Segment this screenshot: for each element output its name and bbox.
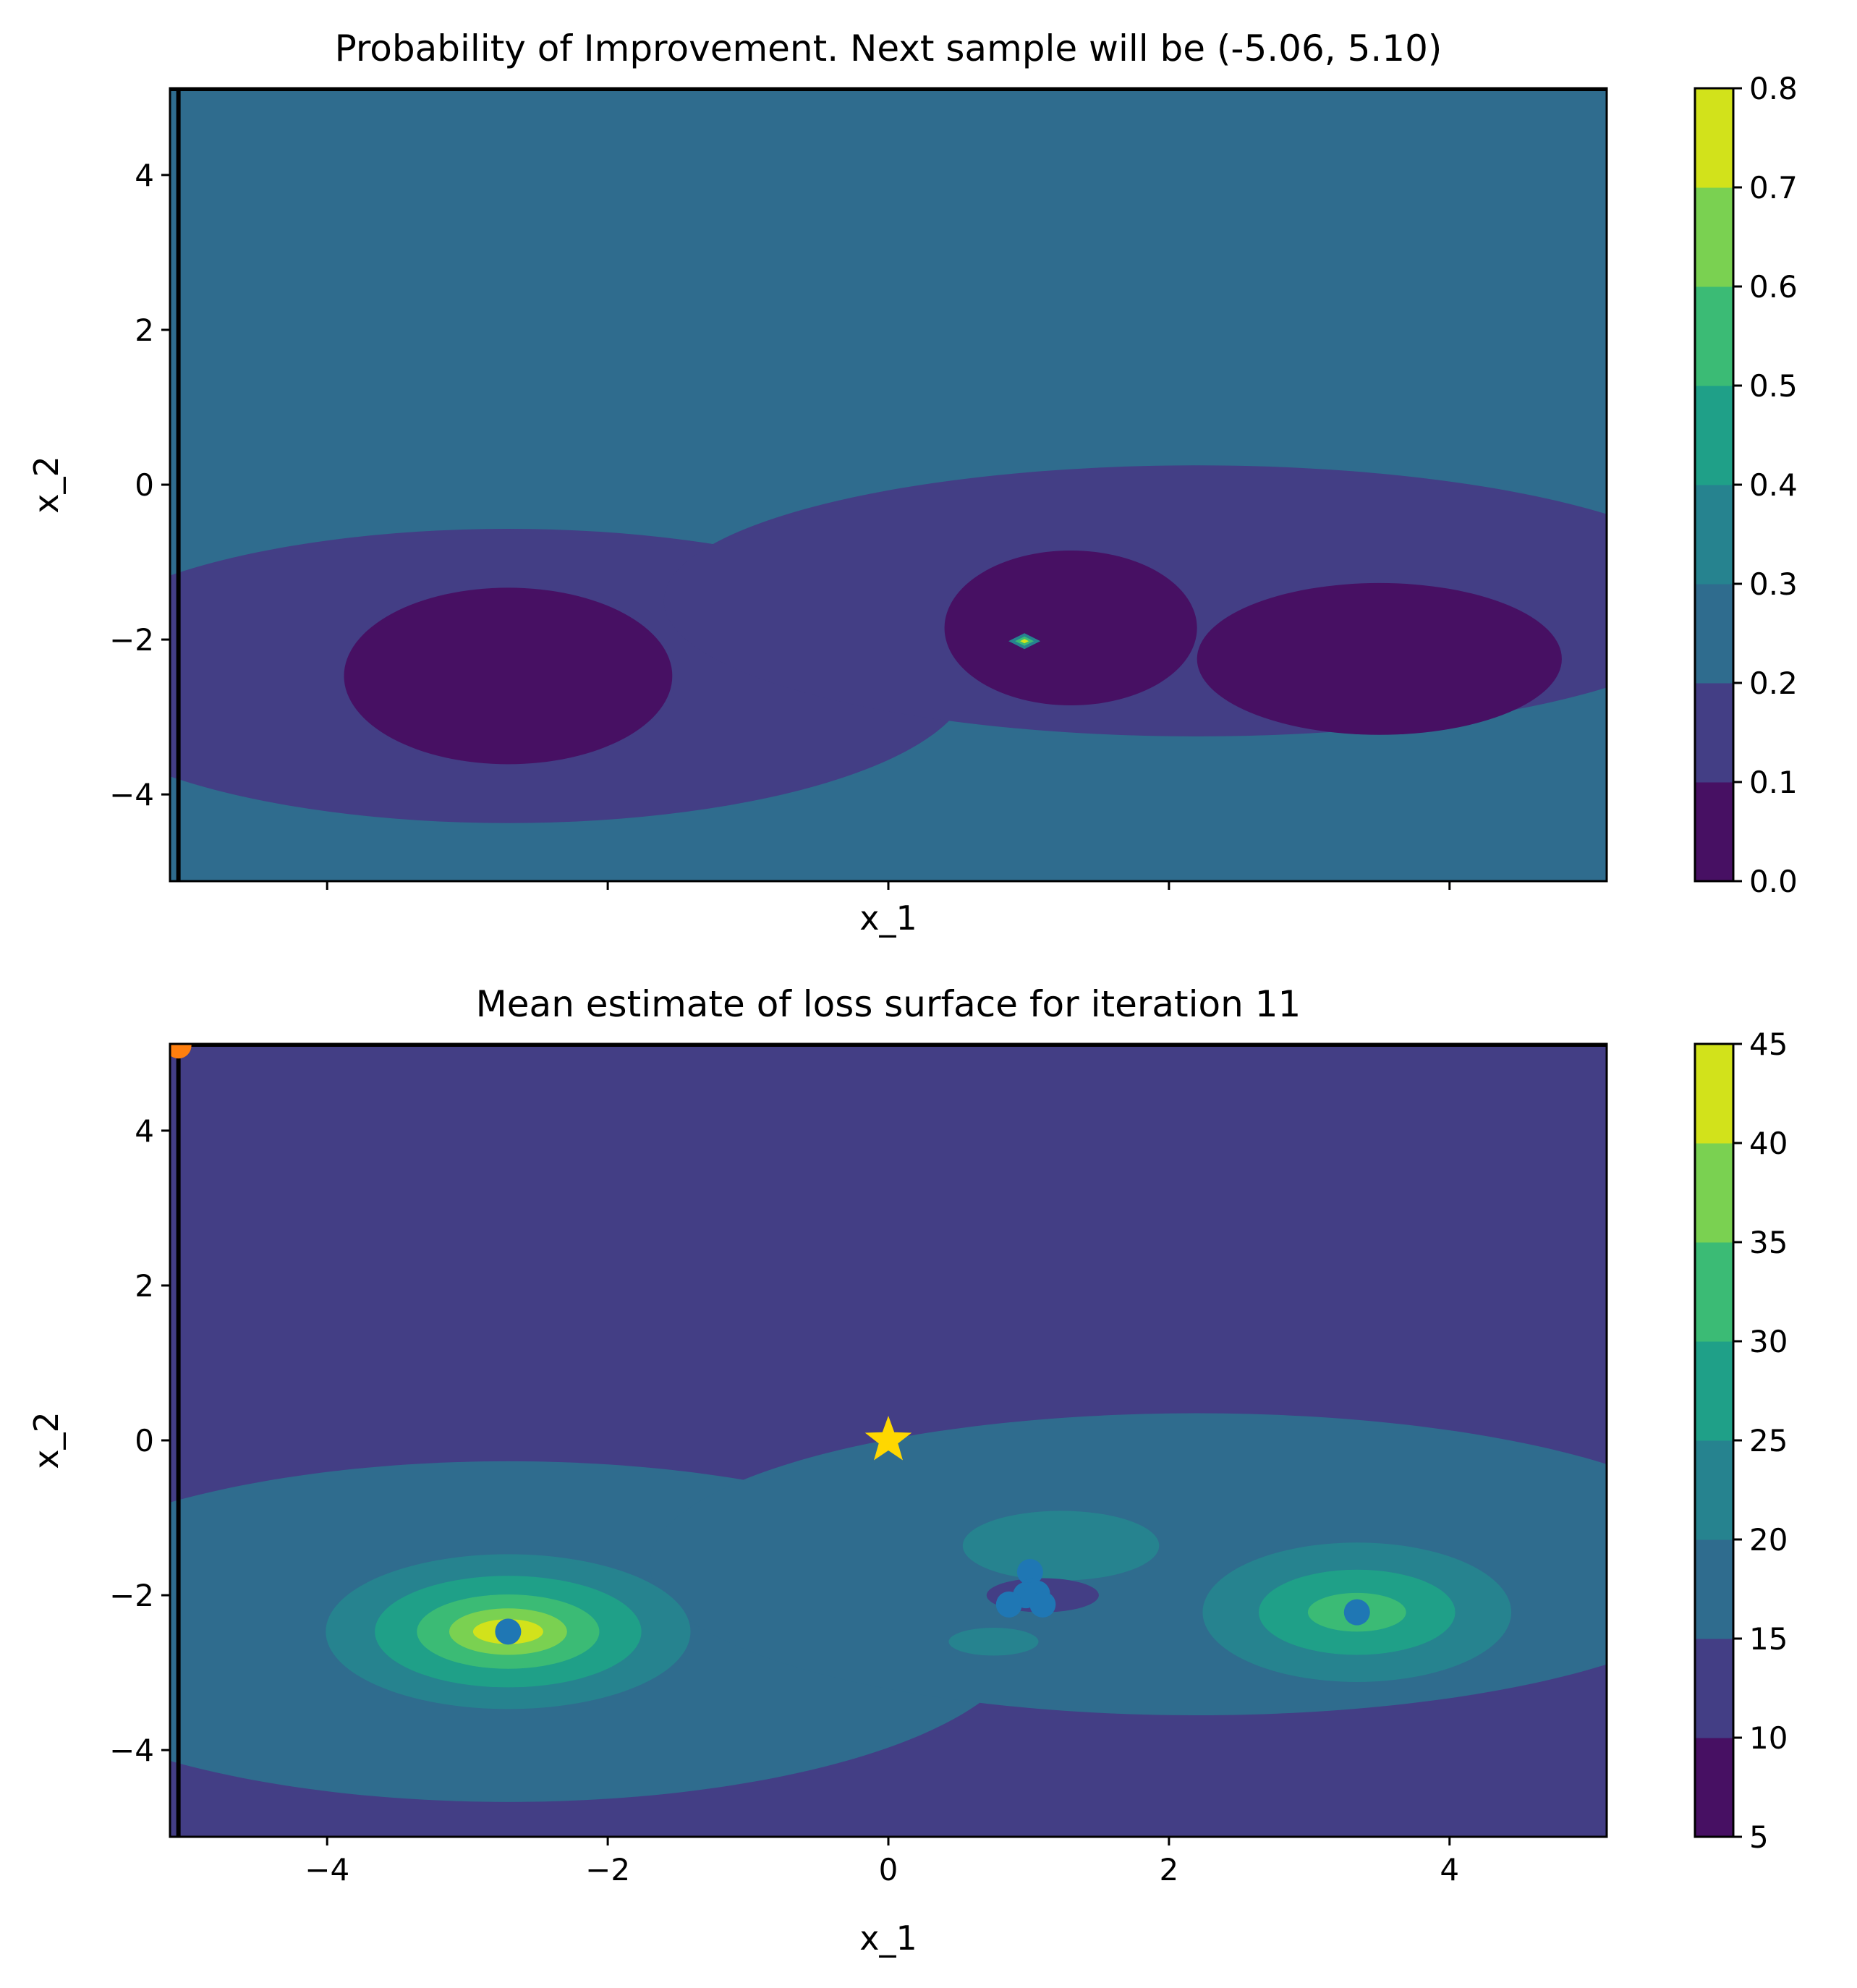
overlay-layer xyxy=(170,1044,1607,1837)
colorbar-tick-label: 0.5 xyxy=(1749,368,1798,404)
colorbar-segment xyxy=(1695,1341,1733,1441)
y-tick-label: −2 xyxy=(109,622,154,658)
colorbar-segment xyxy=(1695,782,1733,882)
left-basin-inner xyxy=(344,587,673,765)
y-tick-label: −4 xyxy=(109,1733,154,1768)
colorbar-tick-label: 0.8 xyxy=(1749,71,1798,106)
next-sample-point xyxy=(170,1044,192,1059)
colorbar-segment xyxy=(1695,1242,1733,1342)
y-tick-label: −2 xyxy=(109,1578,154,1613)
x-axis-label: x_1 xyxy=(859,899,917,938)
y-tick-label: 2 xyxy=(135,313,154,348)
contour-fill xyxy=(170,88,1607,881)
y-axis-label: x_2 xyxy=(27,456,66,514)
colorbar-tick-label: 40 xyxy=(1749,1126,1788,1161)
colorbar: 5 10 15 20 25 30 35 40 45 xyxy=(1694,1027,1788,1855)
y-tick-label: 0 xyxy=(135,467,154,503)
x-tick-label: 0 xyxy=(879,1852,898,1887)
sampled-point xyxy=(495,1618,522,1645)
colorbar-tick-label: 45 xyxy=(1749,1027,1788,1062)
colorbar-tick-label: 25 xyxy=(1749,1423,1788,1458)
colorbar-segment xyxy=(1695,88,1733,188)
x-ticks: −4 −2 0 2 4 xyxy=(305,1837,1459,1887)
colorbar-segment xyxy=(1695,1440,1733,1540)
colorbar-tick-label: 30 xyxy=(1749,1324,1788,1359)
middle-lower-patch xyxy=(948,1628,1039,1656)
middle-basin-inner xyxy=(944,550,1197,706)
x-tick-label: 4 xyxy=(1440,1852,1459,1887)
y-tick-label: 4 xyxy=(135,158,154,193)
colorbar-segment xyxy=(1695,485,1733,585)
x-axis-label: x_1 xyxy=(859,1919,917,1958)
contour-fill xyxy=(170,1044,1607,1837)
colorbar-tick-label: 0.6 xyxy=(1749,269,1798,305)
x-tick-label: 2 xyxy=(1160,1852,1179,1887)
colorbar-tick-label: 10 xyxy=(1749,1720,1788,1756)
colorbar-segment xyxy=(1695,286,1733,386)
y-axis-label: x_2 xyxy=(27,1411,66,1469)
overlay-layer xyxy=(170,88,1607,881)
colorbar-tick-label: 0.7 xyxy=(1749,170,1798,205)
right-basin-outer xyxy=(663,465,1607,736)
plot-title: Probability of Improvement. Next sample … xyxy=(335,27,1442,69)
colorbar-tick-label: 0.2 xyxy=(1749,666,1798,701)
middle-upper-patch xyxy=(962,1511,1160,1581)
colorbar-segment xyxy=(1695,584,1733,684)
colorbar-tick-label: 0.3 xyxy=(1749,566,1798,602)
sampled-point xyxy=(1029,1591,1056,1618)
colorbar: 0.0 0.1 0.2 0.3 0.4 0.5 0.6 0.7 0.8 xyxy=(1694,71,1798,899)
colorbar-segment xyxy=(1695,1044,1733,1144)
colorbar-tick-label: 20 xyxy=(1749,1522,1788,1558)
colorbar-segment xyxy=(1695,1639,1733,1738)
colorbar-segment xyxy=(1695,386,1733,485)
y-tick-label: 0 xyxy=(135,1423,154,1458)
right-basin-inner xyxy=(1197,582,1562,735)
probability-of-improvement-plot: Probability of Improvement. Next sample … xyxy=(27,27,1798,938)
x-ticks xyxy=(326,881,1451,890)
plot-title: Mean estimate of loss surface for iterat… xyxy=(476,983,1301,1025)
colorbar-tick-label: 5 xyxy=(1749,1819,1769,1855)
colorbar-segment xyxy=(1695,683,1733,783)
colorbar-tick-label: 0.1 xyxy=(1749,765,1798,800)
y-ticks: −4 −2 0 2 4 xyxy=(109,1113,170,1768)
x-tick-label: −4 xyxy=(305,1852,349,1887)
right-basin-15 xyxy=(650,1413,1607,1715)
colorbar-segment xyxy=(1695,1738,1733,1838)
y-ticks: −4 −2 0 2 4 xyxy=(109,158,170,812)
mean-loss-surface-plot: Mean estimate of loss surface for iterat… xyxy=(27,983,1788,1958)
global-minimum-star xyxy=(864,1416,912,1461)
colorbar-segment xyxy=(1695,187,1733,287)
y-tick-label: 2 xyxy=(135,1268,154,1304)
colorbar-tick-label: 0.0 xyxy=(1749,864,1798,899)
colorbar-segment xyxy=(1695,1143,1733,1243)
sampled-point xyxy=(1016,1558,1043,1585)
x-tick-label: −2 xyxy=(585,1852,630,1887)
colorbar-tick-label: 0.4 xyxy=(1749,467,1798,503)
colorbar-segment xyxy=(1695,1539,1733,1639)
y-tick-label: 4 xyxy=(135,1113,154,1149)
spike-level-2 xyxy=(1020,639,1029,644)
colorbar-tick-label: 15 xyxy=(1749,1621,1788,1657)
sampled-point xyxy=(995,1591,1022,1618)
y-tick-label: −4 xyxy=(109,777,154,812)
sampled-point xyxy=(1343,1599,1370,1626)
colorbar-tick-label: 35 xyxy=(1749,1225,1788,1260)
